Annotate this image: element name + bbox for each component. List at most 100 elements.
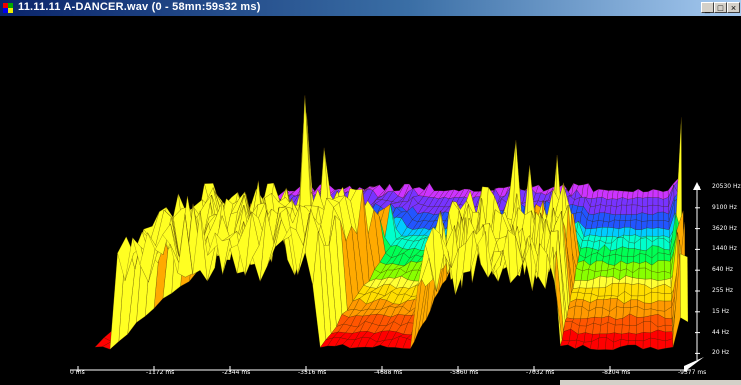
- time-label: -2344 ms: [222, 369, 251, 376]
- time-label: -4688 ms: [374, 369, 403, 376]
- surface-cell: [583, 332, 593, 343]
- surface-cell: [679, 253, 689, 323]
- surface-cell: [643, 321, 652, 334]
- surface-cell: [627, 248, 635, 258]
- surface-cell: [621, 324, 630, 335]
- surface-cell: [657, 211, 664, 221]
- app-icon: [3, 3, 13, 13]
- window-title: 11.11.11 A-DANCER.wav (0 - 58mn:59s32 ms…: [18, 1, 261, 13]
- surface-cell: [621, 246, 629, 257]
- surface-cell: [664, 324, 673, 333]
- frequency-label: 15 Hz: [712, 307, 730, 315]
- surface-cell: [614, 214, 621, 221]
- spectrogram-view[interactable]: 20530 Hz 9100 Hz 3620 Hz 1440 Hz 640 Hz 255 H…: [0, 16, 741, 385]
- surface-cell: [627, 340, 637, 346]
- surface-cell: [625, 204, 633, 215]
- surface-cell: [639, 237, 647, 252]
- surface-cell: [652, 197, 659, 206]
- surface-cell: [635, 340, 644, 350]
- time-label: 0 ms: [70, 369, 85, 376]
- surface-cell: [619, 214, 627, 221]
- surface-cell: [646, 220, 653, 229]
- time-axis-arrow: [684, 357, 704, 372]
- surface-cell: [594, 307, 604, 319]
- surface-cell: [631, 283, 639, 297]
- surface-cell: [657, 329, 666, 342]
- surface-cell: [646, 213, 653, 222]
- surface-cell: [614, 317, 624, 326]
- surface-cell: [657, 220, 664, 229]
- surface-cell: [650, 337, 659, 350]
- surface-cell: [657, 227, 665, 237]
- surface-cell: [631, 204, 638, 215]
- surface-cell: [598, 275, 607, 289]
- surface-cell: [567, 339, 577, 349]
- maximize-button[interactable]: □: [714, 2, 727, 13]
- surface-cell: [640, 227, 648, 238]
- frequency-label: 20530 Hz: [712, 183, 741, 190]
- surface-cell: [620, 204, 628, 215]
- time-label: -5860 ms: [450, 369, 479, 376]
- surface-cell: [627, 191, 634, 200]
- surface-cell: [641, 212, 648, 222]
- surface-cell: [657, 260, 665, 273]
- surface-cell: [657, 300, 666, 312]
- surface-cell: [628, 242, 636, 249]
- window-titlebar[interactable]: 11.11.11 A-DANCER.wav (0 - 58mn:59s32 ms…: [0, 0, 741, 16]
- surface-cell: [647, 196, 654, 207]
- surface-cell: [638, 267, 646, 280]
- close-button[interactable]: ×: [727, 2, 740, 13]
- time-label: -9377 ms: [678, 369, 707, 376]
- frequency-label: 44 Hz: [712, 328, 730, 336]
- surface-cell: [630, 295, 639, 300]
- surface-cell: [628, 234, 636, 244]
- surface-cell: [657, 252, 665, 261]
- time-label: -3516 ms: [298, 369, 327, 376]
- surface-cell: [635, 219, 642, 230]
- surface-cell: [625, 214, 632, 221]
- surface-cell: [597, 287, 606, 297]
- spectrogram-3d-surface: [70, 95, 704, 372]
- surface-cell: [664, 317, 673, 326]
- surface-cell: [620, 338, 629, 348]
- surface-cell: [646, 227, 653, 237]
- surface-cell: [664, 293, 672, 302]
- time-label: -8204 ms: [602, 369, 631, 376]
- surface-cell: [652, 227, 659, 237]
- frequency-label: 1440 Hz: [712, 245, 737, 253]
- surface-cell: [611, 283, 620, 297]
- surface-cell: [652, 220, 659, 229]
- surface-cell: [647, 188, 654, 198]
- surface-cell: [582, 341, 592, 350]
- surface-cell: [613, 219, 621, 230]
- surface-cell: [642, 196, 649, 207]
- surface-cell: [596, 295, 605, 301]
- time-label: -1172 ms: [146, 369, 175, 376]
- frequency-label: 9100 Hz: [712, 203, 737, 211]
- surface-cell: [608, 253, 616, 266]
- frequency-label: 3620 Hz: [712, 224, 737, 232]
- surface-cell: [637, 283, 646, 297]
- frequency-label: 255 Hz: [712, 287, 734, 294]
- surface-cell: [615, 306, 624, 320]
- surface-cell: [626, 198, 633, 206]
- surface-cell: [623, 226, 631, 237]
- frequency-label: 20 Hz: [712, 349, 730, 357]
- surface-cell: [657, 339, 666, 350]
- surface-cell: [652, 189, 659, 198]
- surface-cell: [630, 214, 637, 221]
- minimize-button[interactable]: _: [701, 2, 714, 13]
- surface-cell: [663, 220, 670, 231]
- status-strip: [560, 380, 741, 385]
- time-label: -7032 ms: [526, 369, 555, 376]
- surface-cell: [637, 188, 644, 199]
- frequency-label: 640 Hz: [712, 266, 734, 274]
- surface-cell: [657, 205, 664, 213]
- surface-cell: [595, 299, 604, 309]
- surface-cell: [614, 324, 623, 335]
- surface-cell: [647, 204, 654, 216]
- surface-cell: [597, 337, 607, 351]
- surface-cell: [657, 271, 665, 281]
- surface-cell: [657, 292, 666, 302]
- surface-cell: [612, 227, 620, 238]
